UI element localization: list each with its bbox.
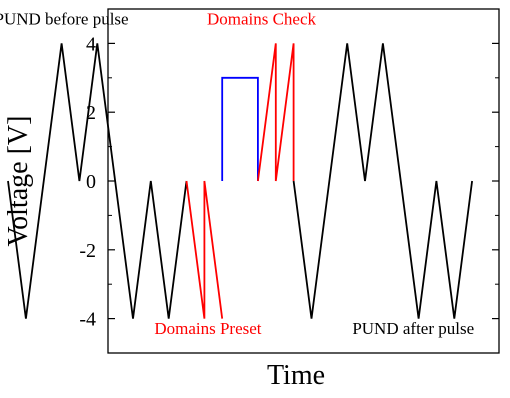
- y-tick-label: 4: [86, 33, 96, 55]
- y-tick-label: 0: [86, 171, 96, 193]
- series-line-0: [7, 43, 188, 319]
- series-line-1: [185, 180, 224, 319]
- annotation-label: Domains Check: [207, 9, 317, 28]
- y-tick-label: -2: [79, 240, 96, 262]
- series-line-4: [292, 43, 473, 319]
- annotation-label: PUND before pulse: [0, 9, 129, 28]
- y-axis-label: Voltage [V]: [3, 116, 34, 247]
- annotation-label: Domains Preset: [154, 319, 261, 338]
- series-layer: [7, 43, 473, 319]
- annotation-label: PUND after pulse: [352, 319, 474, 338]
- series-line-3: [257, 43, 295, 182]
- x-axis-label: Time: [267, 360, 325, 391]
- series-line-2: [221, 76, 259, 181]
- annotations: PUND before pulse Domains Check Domains Pr…: [0, 9, 474, 338]
- y-tick-label: 2: [86, 102, 96, 124]
- y-tick-label: -4: [79, 309, 96, 331]
- y-ticks: 4 2 0 -2 -4: [79, 33, 499, 331]
